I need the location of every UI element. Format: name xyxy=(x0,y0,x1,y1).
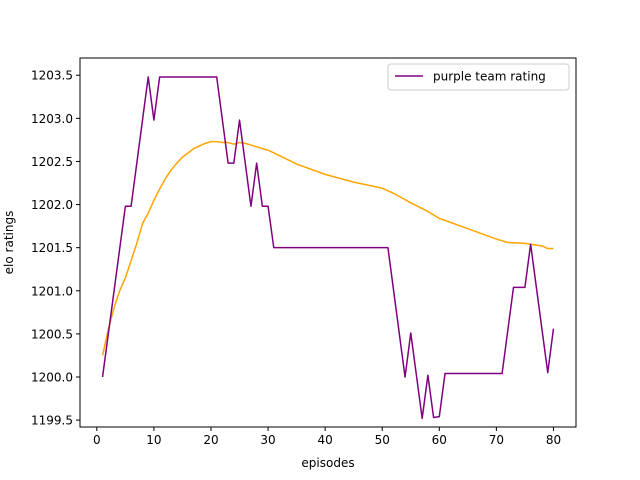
plot-area-frame xyxy=(79,57,577,428)
y-tick-label: 1202.0 xyxy=(31,198,73,212)
series-line-series-1 xyxy=(101,140,554,356)
y-tick-label: 1200.0 xyxy=(31,370,73,384)
y-tick-label: 1202.5 xyxy=(31,155,73,169)
x-tick-label: 30 xyxy=(260,433,275,447)
x-tick-label: 80 xyxy=(546,433,561,447)
y-tick-label: 1199.5 xyxy=(31,414,73,428)
series-layer xyxy=(101,76,555,420)
x-tick-label: 0 xyxy=(93,433,101,447)
x-tick-label: 70 xyxy=(489,433,504,447)
legend-box xyxy=(387,63,570,91)
y-axis-label: elo ratings xyxy=(2,211,16,275)
legend: purple team rating xyxy=(387,63,570,91)
x-tick-label: 60 xyxy=(432,433,447,447)
y-axis: 1199.5 1200.0 1200.5 1201.0 1201.5 1202.0 1202… xyxy=(31,69,80,428)
y-tick-label: 1201.5 xyxy=(31,241,73,255)
x-tick-label: 20 xyxy=(203,433,218,447)
y-tick-label: 1203.5 xyxy=(31,69,73,83)
x-axis: 0 10 20 30 40 50 60 70 80 xyxy=(93,427,561,447)
y-tick-label: 1200.5 xyxy=(31,327,73,341)
x-tick-label: 50 xyxy=(375,433,390,447)
x-tick-label: 10 xyxy=(146,433,161,447)
x-axis-label: episodes xyxy=(301,456,354,470)
legend-label-purple-team-rating: purple team rating xyxy=(433,70,546,84)
x-tick-label: 40 xyxy=(318,433,333,447)
y-tick-label: 1203.0 xyxy=(31,112,73,126)
y-tick-label: 1201.0 xyxy=(31,284,73,298)
series-line-purple-team-rating xyxy=(101,76,555,420)
